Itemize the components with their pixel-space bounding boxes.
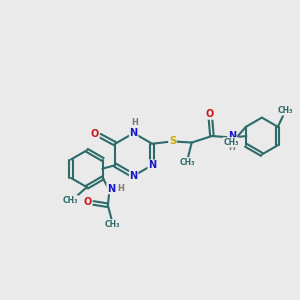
Text: CH₃: CH₃ [278, 106, 293, 115]
Text: O: O [206, 109, 214, 119]
Text: CH₃: CH₃ [180, 158, 195, 167]
Text: N: N [228, 131, 236, 141]
Text: H: H [117, 184, 124, 193]
Text: N: N [130, 171, 138, 181]
Text: S: S [169, 136, 176, 146]
Text: CH₃: CH₃ [62, 196, 78, 205]
Text: O: O [91, 129, 99, 139]
Text: O: O [84, 197, 92, 207]
Text: N: N [148, 160, 156, 170]
Text: N: N [107, 184, 115, 194]
Text: CH₃: CH₃ [223, 138, 239, 147]
Text: CH₃: CH₃ [105, 220, 120, 229]
Text: N: N [130, 128, 138, 138]
Text: H: H [131, 118, 138, 127]
Text: H: H [229, 143, 236, 152]
